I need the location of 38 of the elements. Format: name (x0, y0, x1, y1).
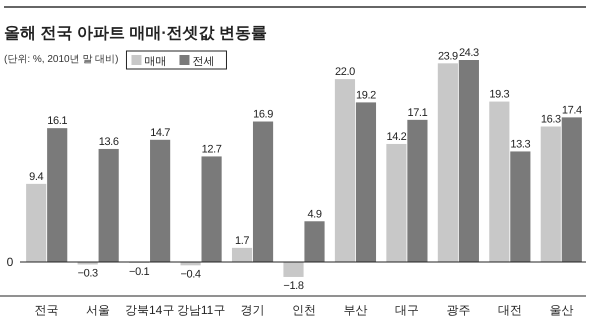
data-label: 22.0 (335, 66, 356, 78)
x-tick-label: 부산 (343, 303, 368, 317)
data-label: 14.7 (150, 126, 170, 139)
x-tick-label: 강남11구 (176, 303, 226, 317)
data-label: 16.9 (253, 108, 274, 121)
data-label: 14.2 (386, 130, 407, 143)
x-tick-label: 경기 (240, 303, 265, 317)
chart-subtitle: (단위: %, 2010년 말 대비) (4, 54, 118, 65)
data-label: 4.9 (307, 208, 322, 220)
data-label: −0.1 (129, 266, 150, 278)
data-label: 24.3 (458, 47, 480, 59)
data-label: 9.4 (29, 170, 44, 183)
x-tick-label: 대구 (394, 303, 419, 317)
chart-title: 올해 전국 아파트 매매·전셋값 변동률 (4, 25, 268, 42)
x-tick-label: 대전 (498, 303, 522, 317)
data-label: 13.6 (98, 136, 119, 148)
x-tick-label: 서울 (86, 303, 110, 317)
data-label: −0.4 (180, 268, 201, 280)
x-tick-label: 전국 (34, 303, 59, 317)
data-label: 16.3 (540, 114, 561, 126)
x-tick-label: 인천 (292, 303, 316, 317)
text: 0 (6, 255, 14, 269)
legend-label: 매매 (144, 56, 166, 68)
data-label: 17.4 (562, 104, 582, 116)
data-label: 23.9 (438, 50, 458, 62)
x-tick-label: 강북14구 (124, 303, 174, 317)
data-label: 12.7 (202, 143, 222, 156)
data-label: 13.3 (510, 138, 531, 150)
data-label: 19.2 (356, 89, 376, 102)
x-tick-label: 광주 (446, 303, 470, 317)
data-label: −1.8 (283, 280, 304, 292)
data-label: −0.3 (78, 267, 98, 280)
data-label: 19.3 (489, 88, 510, 101)
data-label: 16.1 (47, 115, 68, 128)
x-tick-label: 울산 (549, 303, 574, 317)
data-label: 1.7 (234, 234, 250, 247)
legend-label: 전세 (192, 56, 214, 68)
data-label: 17.1 (408, 106, 428, 119)
